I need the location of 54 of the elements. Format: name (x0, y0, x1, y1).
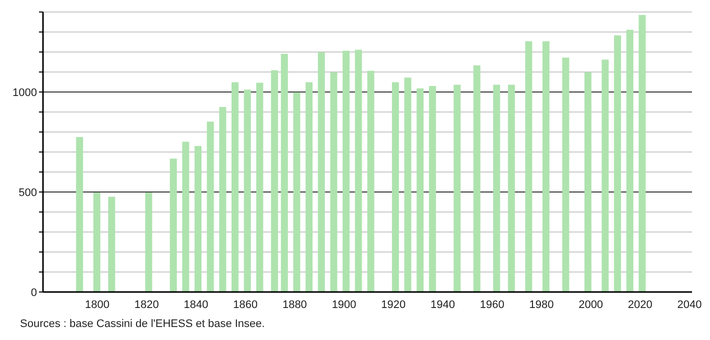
x-tick-label: 1880 (282, 298, 307, 311)
bar (306, 82, 313, 292)
bar (473, 65, 480, 292)
y-tick-label: 500 (18, 186, 37, 199)
bar (293, 92, 300, 292)
bar (244, 90, 251, 292)
x-tick-label: 1800 (85, 298, 110, 311)
y-tick-label: 0 (30, 286, 37, 299)
bar (428, 86, 436, 292)
bar (626, 30, 634, 292)
bar (219, 107, 226, 292)
x-tick-label: 1820 (134, 298, 159, 311)
x-tick-label: 1940 (430, 298, 456, 311)
bar (493, 84, 500, 292)
bar (354, 50, 362, 292)
bar (562, 58, 570, 292)
bar (392, 82, 399, 292)
x-tick-label: 2020 (628, 298, 652, 311)
bar (108, 196, 116, 292)
x-tick-label: 1840 (184, 298, 208, 311)
x-tick-label: 1900 (332, 298, 356, 311)
bar (342, 50, 350, 292)
bar (367, 70, 374, 292)
bar (318, 52, 325, 292)
bar (280, 54, 288, 292)
source-note: Sources : base Cassini de l'EHESS et base Insee. (20, 318, 266, 330)
bar (271, 70, 278, 292)
bar (182, 142, 190, 292)
bar (602, 60, 609, 292)
x-tick-label: 1860 (233, 298, 258, 311)
x-tick-label: 2000 (578, 298, 604, 311)
bar (525, 41, 532, 292)
bar (404, 78, 412, 292)
bar (614, 35, 622, 292)
bar (454, 84, 461, 292)
bar (206, 122, 214, 292)
bar (638, 15, 646, 292)
x-tick-label: 1960 (480, 298, 504, 311)
bar (330, 72, 338, 292)
x-tick-label: 2040 (677, 298, 702, 311)
bar (416, 88, 424, 292)
bar (145, 192, 152, 292)
bar (170, 158, 177, 292)
x-tick-label: 1980 (529, 298, 554, 311)
y-tick-label: 1000 (12, 86, 37, 99)
bar (194, 146, 202, 292)
bar (584, 72, 592, 292)
bar (76, 137, 84, 292)
bar (508, 84, 515, 292)
bar (542, 41, 550, 292)
bar (232, 82, 239, 292)
bar (256, 82, 264, 292)
x-tick-label: 1920 (381, 298, 406, 311)
bar (93, 192, 100, 292)
